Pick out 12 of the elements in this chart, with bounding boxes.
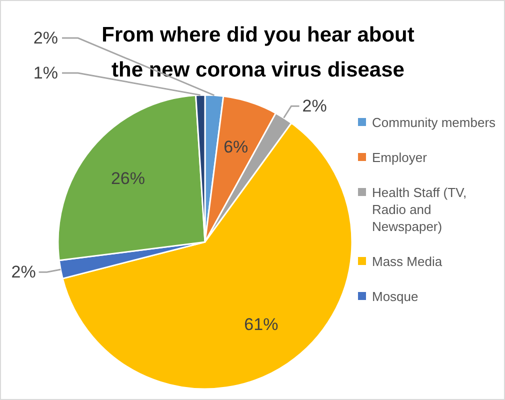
legend-label: Employer bbox=[372, 150, 428, 164]
data-label: 2% bbox=[33, 28, 58, 48]
data-label: 6% bbox=[224, 137, 248, 156]
legend-label: Mosque bbox=[372, 288, 418, 304]
data-label: 2% bbox=[302, 96, 327, 116]
data-label: 1% bbox=[33, 64, 58, 82]
legend-label: Mass Media bbox=[372, 254, 443, 268]
data-label: 26% bbox=[110, 168, 145, 188]
data-label: 2% bbox=[11, 262, 36, 282]
legend-label: Health Staff (TV, Radio and Newspaper) bbox=[372, 184, 467, 234]
data-label: 61% bbox=[244, 315, 278, 334]
legend-label: Community members bbox=[372, 114, 496, 130]
